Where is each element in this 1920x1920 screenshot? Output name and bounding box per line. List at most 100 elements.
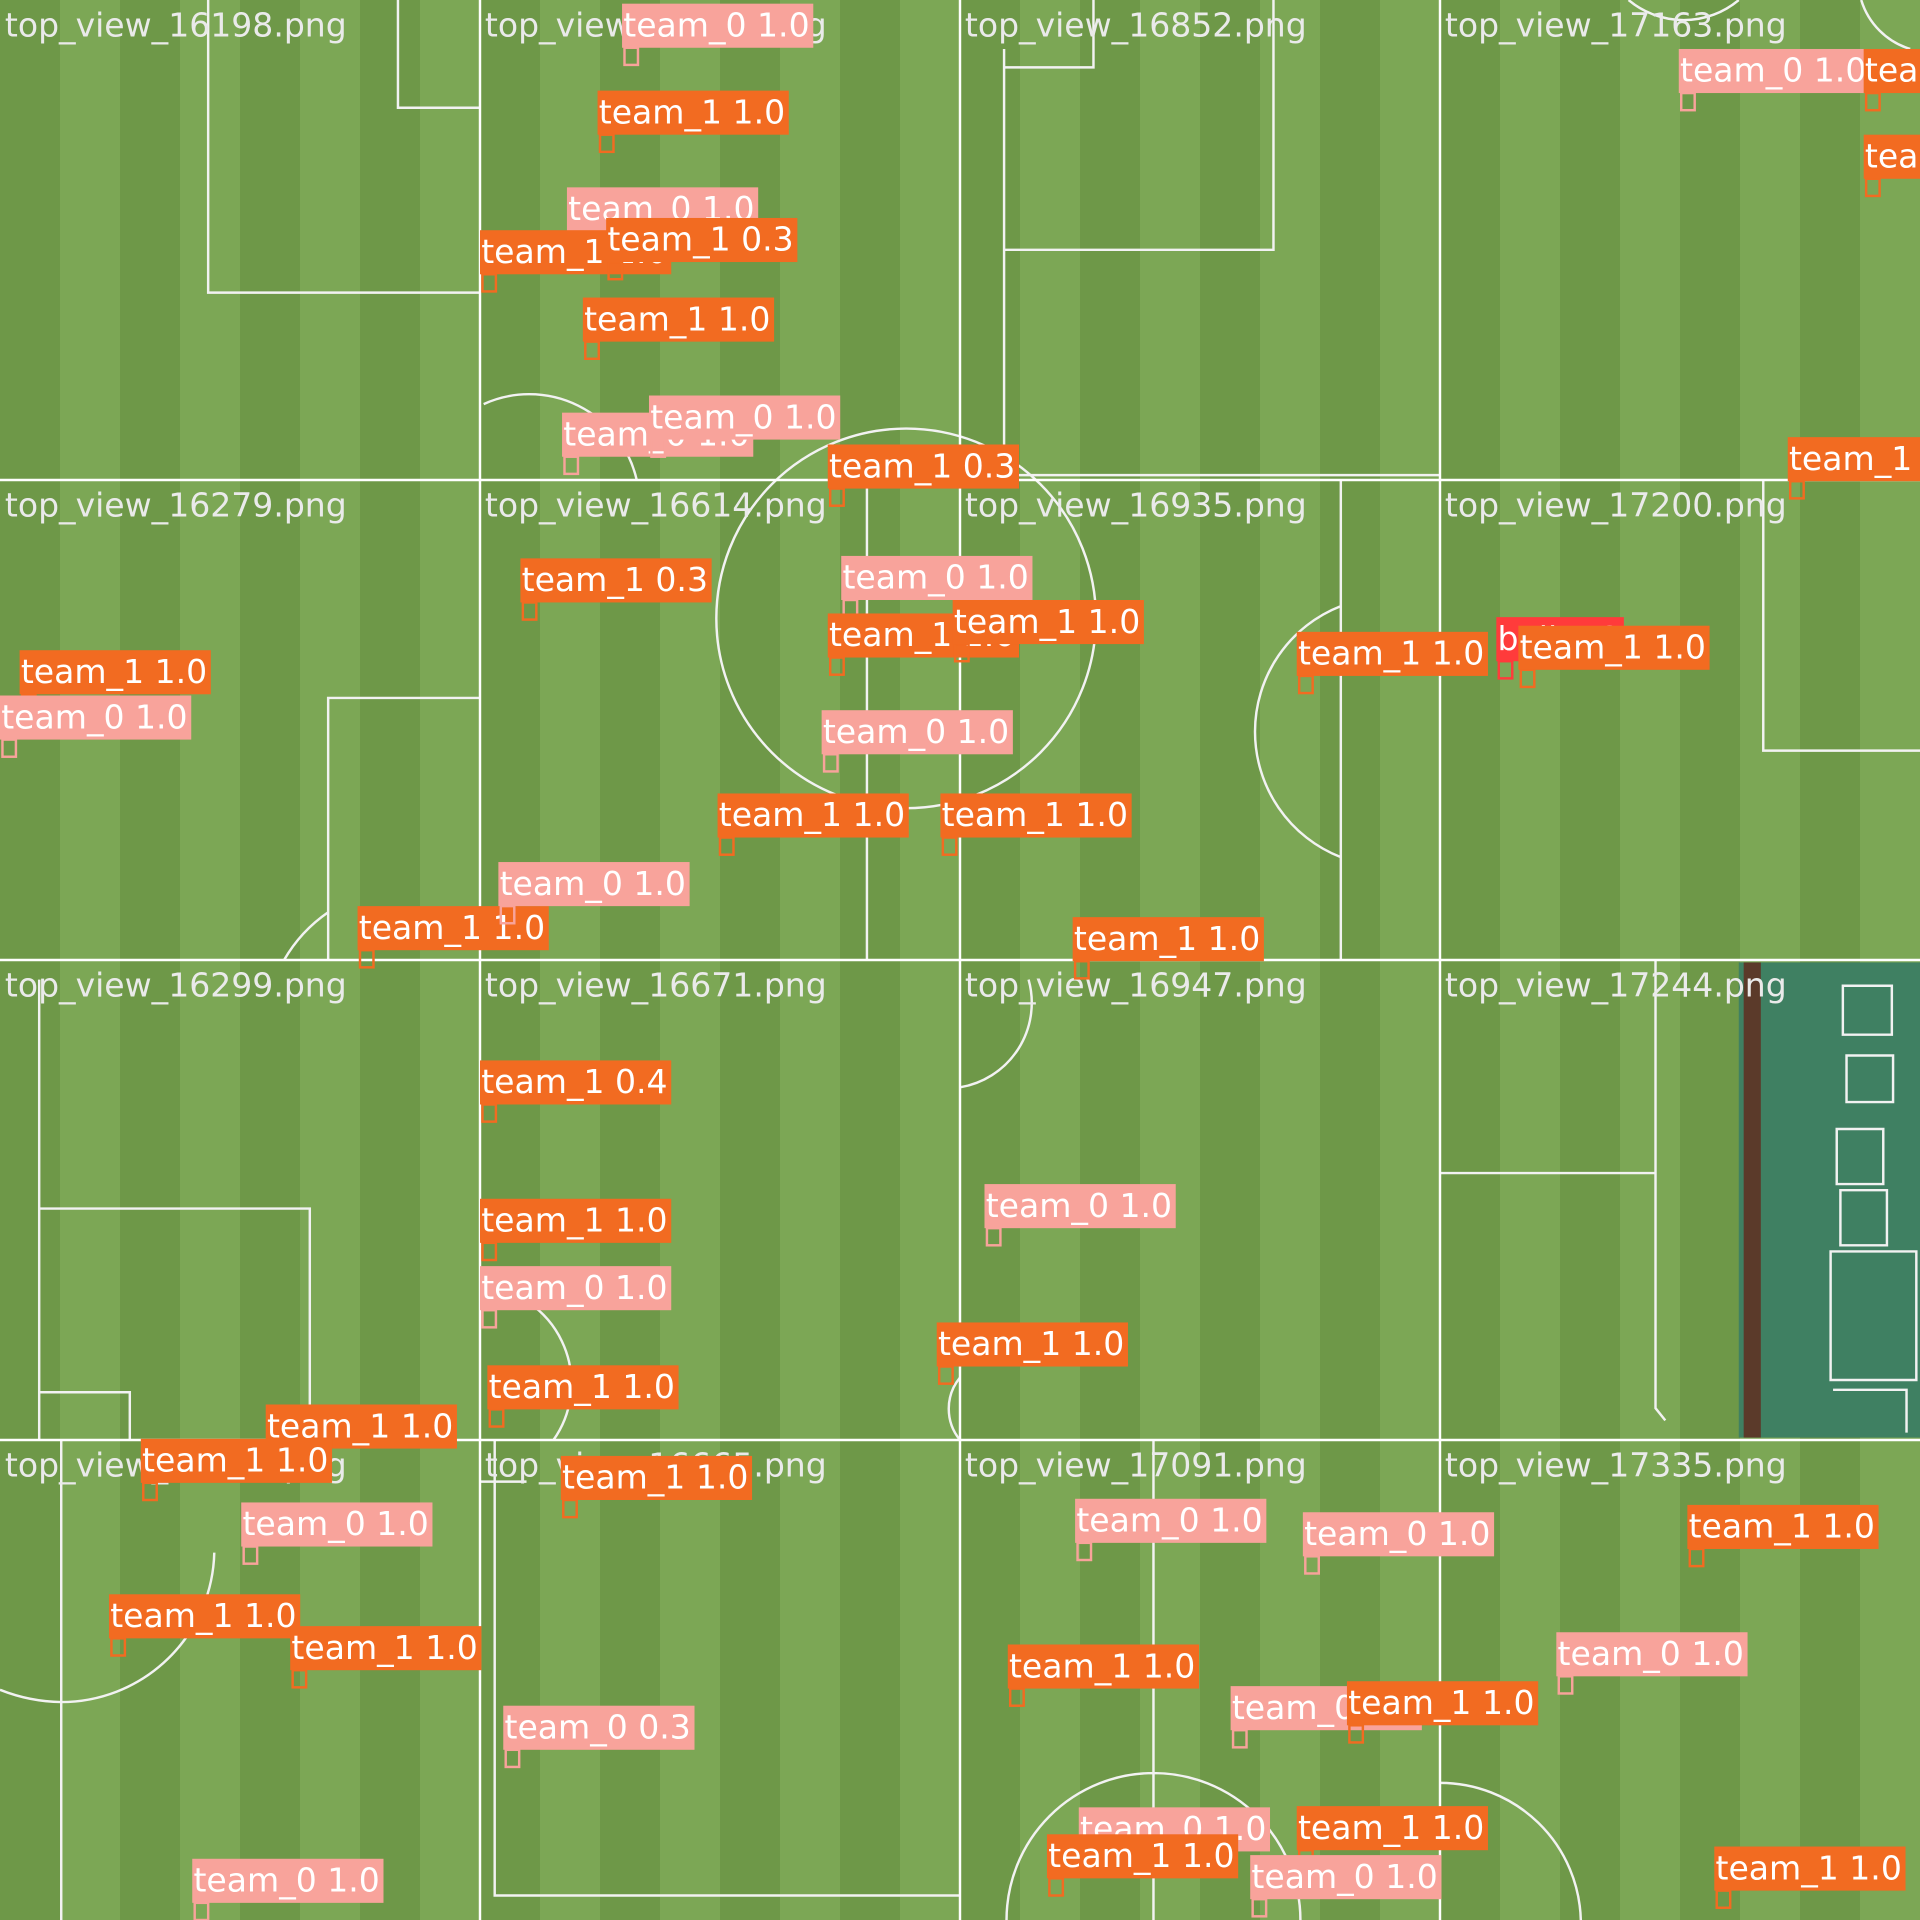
label-background (560, 1455, 753, 1500)
detection: team_0 1.0 (1556, 1632, 1748, 1695)
label-background (1863, 134, 1920, 179)
detection: team_1 1.0 (1296, 631, 1488, 695)
detection: team_0 1.0 (192, 1858, 384, 1920)
detection: team_1 1.0 (1518, 625, 1710, 689)
detection: team_0 1.0 (1678, 48, 1871, 112)
label-background (241, 1502, 433, 1547)
label-background (1302, 1512, 1495, 1557)
detection-label: team_0 1.0 (500, 864, 686, 903)
detection-label: team_0 1.0 (1251, 1857, 1437, 1896)
label-background (582, 297, 775, 342)
label-background (606, 217, 798, 263)
label-background (1296, 1806, 1488, 1851)
label-background (1250, 1855, 1442, 1900)
label-background (1072, 917, 1264, 962)
detection-label: team_0 1.0 (623, 5, 809, 44)
detection-label: team_1 1.0 (1074, 919, 1260, 958)
label-background (140, 1438, 333, 1483)
detection-label: team_1 1.0 (1048, 1836, 1234, 1875)
detection-label: team_1 1.0 (481, 1201, 667, 1240)
detection: team_1 1.0 (1296, 1806, 1488, 1869)
detection: team_1 1.0 (1346, 1681, 1539, 1744)
detection-label: team_1 1.0 (584, 299, 770, 338)
tile-title: top_view_16614.png (485, 485, 827, 524)
annotations: top_view_16198.pngtop_view_16580.pngtop_… (0, 3, 1920, 1920)
label-background (480, 1266, 672, 1311)
detection-label: team_1 0.3 (607, 220, 793, 259)
detection-label: team_1 1.0 (599, 92, 785, 131)
detection-label: team_0 1.0 (481, 1268, 667, 1307)
detection: team_1 0.3 (606, 217, 798, 281)
detection: team_0 1.0 (480, 1266, 672, 1329)
detection-label: team_0 1.0 (1, 697, 187, 736)
detection-label: team_1 1.0 (942, 795, 1128, 834)
detection: team_1 1.0 (936, 1322, 1128, 1385)
detection: team_1 1.0 (357, 906, 549, 969)
detection-label: team_1 1.0 (1298, 1808, 1484, 1847)
detection: team_1 1.0 (1007, 1644, 1199, 1707)
detection-label: team_1 1.0 (562, 1458, 748, 1497)
detection: team_0 1.0 (984, 1184, 1176, 1247)
label-background (952, 600, 1144, 645)
detection: team_0 1.0 (648, 395, 841, 458)
detection: team_1 1.0 (717, 793, 909, 856)
tile-title: top_view_16852.png (965, 5, 1307, 44)
detection-label: team_1 1.0 (1689, 1507, 1875, 1546)
detection-label: team_0 1.0 (986, 1186, 1172, 1225)
detection: team_1 1.0 (1046, 1834, 1239, 1897)
detection: team_1 1.0 (1072, 917, 1264, 980)
tile-title: top_view_16299.png (5, 965, 347, 1004)
detection: team_0 1.0 (0, 695, 192, 758)
detection-label: team_1 1.0 (1789, 439, 1920, 478)
detection: team_1 0.3 (520, 558, 712, 621)
tile-title: top_view_16947.png (965, 965, 1307, 1004)
detection: team_0 1.0 (241, 1502, 433, 1565)
label-background (487, 1365, 679, 1410)
detection-label: team_1 1.0 (267, 1406, 453, 1445)
label-background (357, 906, 549, 951)
detection-label: team_0 1.0 (1076, 1501, 1262, 1540)
detection-label: team_1 1.0 (954, 602, 1140, 641)
label-background (936, 1322, 1128, 1367)
detection: team_0 1.0 (1302, 1512, 1495, 1575)
detection-label: team_0 1.0 (1304, 1514, 1490, 1553)
label-background (1678, 48, 1871, 94)
detection: team_1 1.0 (1863, 48, 1920, 112)
detection-label: team_1 1.0 (291, 1628, 477, 1667)
detection-label: team_0 1.0 (242, 1504, 428, 1543)
tile-title: top_view_16279.png (5, 485, 347, 524)
detection-label: team_1 1.0 (1298, 634, 1484, 673)
detection: team_1 1.0 (940, 793, 1132, 856)
label-background (520, 558, 712, 603)
fence (1743, 962, 1761, 1438)
label-background (108, 1594, 301, 1639)
tile-title: top_view_16935.png (965, 485, 1307, 524)
detection: team_0 1.0 (622, 3, 814, 67)
label-background (1346, 1681, 1539, 1726)
detection: team_1 1.0 (1787, 437, 1920, 500)
tile-title: top_view_17091.png (965, 1445, 1307, 1484)
detection: team_1 1.0 (487, 1365, 679, 1428)
detection: team_0 1.0 (821, 710, 1013, 773)
label-background (827, 444, 1019, 489)
detection: team_0 0.3 (503, 1705, 695, 1769)
detection: team_1 1.0 (597, 90, 789, 154)
label-background (1687, 1504, 1879, 1549)
detection-label: team_1 1.0 (938, 1324, 1124, 1363)
detection-label: team_0 0.3 (504, 1707, 690, 1746)
detection-label: team_1 1.0 (1520, 627, 1706, 666)
label-background (1075, 1498, 1267, 1543)
label-background (821, 710, 1013, 755)
detection-label: team_1 0.4 (481, 1062, 667, 1101)
detection: team_1 1.0 (19, 650, 211, 713)
label-background (1518, 625, 1710, 670)
detection: team_1 0.3 (827, 444, 1019, 507)
detection: team_1 0.4 (480, 1060, 672, 1123)
detection-label: team_0 1.0 (842, 558, 1028, 597)
tile-title: top_view_17200.png (1445, 485, 1787, 524)
label-background (984, 1184, 1176, 1229)
tile-title: top_view_16671.png (485, 965, 827, 1004)
detection-label: team_1 1.0 (1865, 136, 1920, 175)
detection-label: team_1 1.0 (1348, 1683, 1534, 1722)
